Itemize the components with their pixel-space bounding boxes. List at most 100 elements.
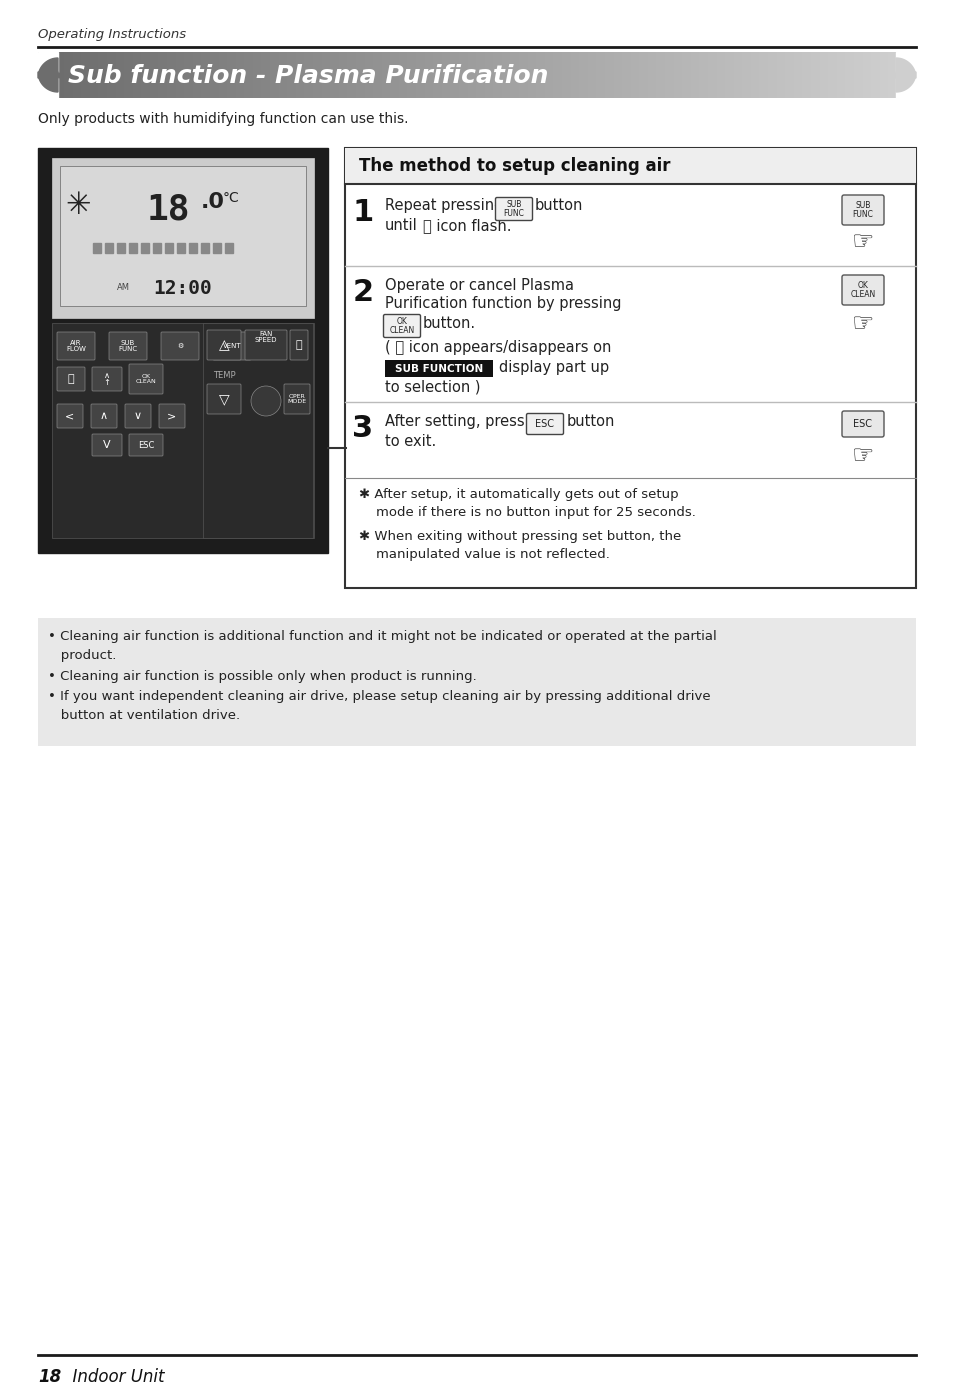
Bar bbox=[38, 52, 58, 71]
Text: ✱ After setup, it automatically gets out of setup
    mode if there is no button: ✱ After setup, it automatically gets out… bbox=[358, 489, 695, 519]
FancyBboxPatch shape bbox=[109, 332, 147, 360]
FancyBboxPatch shape bbox=[57, 367, 85, 391]
Bar bbox=[345, 148, 915, 183]
FancyBboxPatch shape bbox=[129, 434, 163, 456]
Text: △: △ bbox=[218, 337, 229, 351]
Bar bbox=[895, 78, 915, 98]
FancyBboxPatch shape bbox=[207, 330, 241, 360]
Text: 12:00: 12:00 bbox=[153, 279, 213, 298]
Text: button: button bbox=[566, 414, 615, 428]
Text: 1: 1 bbox=[352, 197, 374, 227]
Text: AIR
FLOW: AIR FLOW bbox=[66, 340, 86, 351]
Bar bbox=[203, 323, 313, 538]
Polygon shape bbox=[895, 57, 915, 78]
Text: Only products with humidifying function can use this.: Only products with humidifying function … bbox=[38, 112, 408, 126]
FancyBboxPatch shape bbox=[495, 197, 532, 220]
Bar bbox=[38, 78, 58, 98]
Bar bbox=[345, 148, 915, 588]
Text: ∧: ∧ bbox=[100, 412, 108, 421]
Text: OK
CLEAN: OK CLEAN bbox=[135, 374, 156, 384]
FancyBboxPatch shape bbox=[207, 384, 241, 414]
Text: • Cleaning air function is additional function and it might not be indicated or : • Cleaning air function is additional fu… bbox=[48, 630, 716, 662]
FancyBboxPatch shape bbox=[383, 315, 420, 337]
Text: TEMP: TEMP bbox=[213, 371, 235, 379]
Text: OK
CLEAN: OK CLEAN bbox=[389, 316, 415, 335]
Text: ∨: ∨ bbox=[133, 412, 142, 421]
Bar bbox=[38, 148, 328, 553]
Text: display part up: display part up bbox=[498, 360, 608, 375]
Text: 🌿 icon flash.: 🌿 icon flash. bbox=[422, 218, 511, 232]
Bar bbox=[52, 323, 314, 538]
Bar bbox=[129, 244, 137, 253]
Text: to selection ): to selection ) bbox=[385, 379, 480, 395]
Text: Repeat pressing: Repeat pressing bbox=[385, 197, 503, 213]
FancyBboxPatch shape bbox=[91, 367, 122, 391]
Text: ▽: ▽ bbox=[218, 392, 229, 406]
Bar bbox=[117, 244, 125, 253]
Polygon shape bbox=[38, 71, 58, 92]
Bar bbox=[895, 52, 915, 71]
FancyBboxPatch shape bbox=[284, 384, 310, 414]
Text: >: > bbox=[167, 412, 176, 421]
Polygon shape bbox=[38, 57, 58, 78]
Polygon shape bbox=[895, 71, 915, 92]
Text: until: until bbox=[385, 218, 417, 232]
Text: SUB
FUNC: SUB FUNC bbox=[503, 200, 524, 218]
FancyBboxPatch shape bbox=[841, 195, 883, 225]
FancyBboxPatch shape bbox=[213, 332, 251, 360]
Text: Sub function - Plasma Purification: Sub function - Plasma Purification bbox=[68, 64, 548, 88]
Bar bbox=[213, 244, 221, 253]
Bar bbox=[38, 617, 915, 746]
Text: • If you want independent cleaning air drive, please setup cleaning air by press: • If you want independent cleaning air d… bbox=[48, 690, 710, 722]
Text: ✱ When exiting without pressing set button, the
    manipulated value is not ref: ✱ When exiting without pressing set butt… bbox=[358, 531, 680, 561]
Text: ∧
↑: ∧ ↑ bbox=[103, 371, 111, 388]
FancyBboxPatch shape bbox=[129, 364, 163, 393]
Bar bbox=[141, 244, 149, 253]
FancyBboxPatch shape bbox=[161, 332, 199, 360]
Text: OPER
MODE: OPER MODE bbox=[287, 395, 306, 403]
Text: Indoor Unit: Indoor Unit bbox=[62, 1368, 164, 1386]
Text: button: button bbox=[535, 197, 583, 213]
Bar bbox=[225, 244, 233, 253]
Text: SUB
FUNC: SUB FUNC bbox=[118, 340, 137, 351]
Circle shape bbox=[251, 386, 281, 416]
Text: ESC: ESC bbox=[535, 419, 554, 428]
Text: Operate or cancel Plasma: Operate or cancel Plasma bbox=[385, 279, 574, 293]
Text: ESC: ESC bbox=[137, 441, 154, 449]
FancyBboxPatch shape bbox=[841, 412, 883, 437]
Bar bbox=[105, 244, 112, 253]
FancyBboxPatch shape bbox=[526, 413, 563, 434]
Text: 18: 18 bbox=[146, 193, 190, 227]
Text: <: < bbox=[66, 412, 74, 421]
Text: ESC: ESC bbox=[853, 419, 872, 428]
Text: button.: button. bbox=[422, 316, 476, 330]
Text: ☞: ☞ bbox=[851, 230, 873, 253]
Text: ✳: ✳ bbox=[65, 192, 91, 220]
Text: 2: 2 bbox=[352, 279, 374, 307]
Bar bbox=[165, 244, 172, 253]
Text: ☞: ☞ bbox=[851, 312, 873, 336]
Text: V: V bbox=[103, 440, 111, 449]
Bar bbox=[92, 244, 101, 253]
Text: AM: AM bbox=[116, 283, 130, 293]
Text: Purification function by pressing: Purification function by pressing bbox=[385, 295, 620, 311]
FancyBboxPatch shape bbox=[245, 330, 287, 360]
Text: • Cleaning air function is possible only when product is running.: • Cleaning air function is possible only… bbox=[48, 671, 476, 683]
Text: SUB FUNCTION: SUB FUNCTION bbox=[395, 364, 482, 374]
FancyBboxPatch shape bbox=[57, 405, 83, 428]
Text: FAN
SPEED: FAN SPEED bbox=[254, 332, 277, 343]
Text: to exit.: to exit. bbox=[385, 434, 436, 449]
Text: The method to setup cleaning air: The method to setup cleaning air bbox=[358, 157, 670, 175]
Bar bbox=[177, 244, 185, 253]
Text: 18: 18 bbox=[38, 1368, 61, 1386]
Text: VENT: VENT bbox=[222, 343, 241, 349]
Text: ( 🌿 icon appears/disappears on: ( 🌿 icon appears/disappears on bbox=[385, 340, 611, 356]
FancyBboxPatch shape bbox=[841, 274, 883, 305]
Bar bbox=[52, 158, 314, 318]
Bar bbox=[152, 244, 161, 253]
Text: ⏱: ⏱ bbox=[68, 374, 74, 384]
FancyBboxPatch shape bbox=[57, 332, 95, 360]
Text: °C: °C bbox=[223, 190, 239, 204]
Bar bbox=[60, 167, 306, 307]
Text: ☞: ☞ bbox=[851, 444, 873, 468]
